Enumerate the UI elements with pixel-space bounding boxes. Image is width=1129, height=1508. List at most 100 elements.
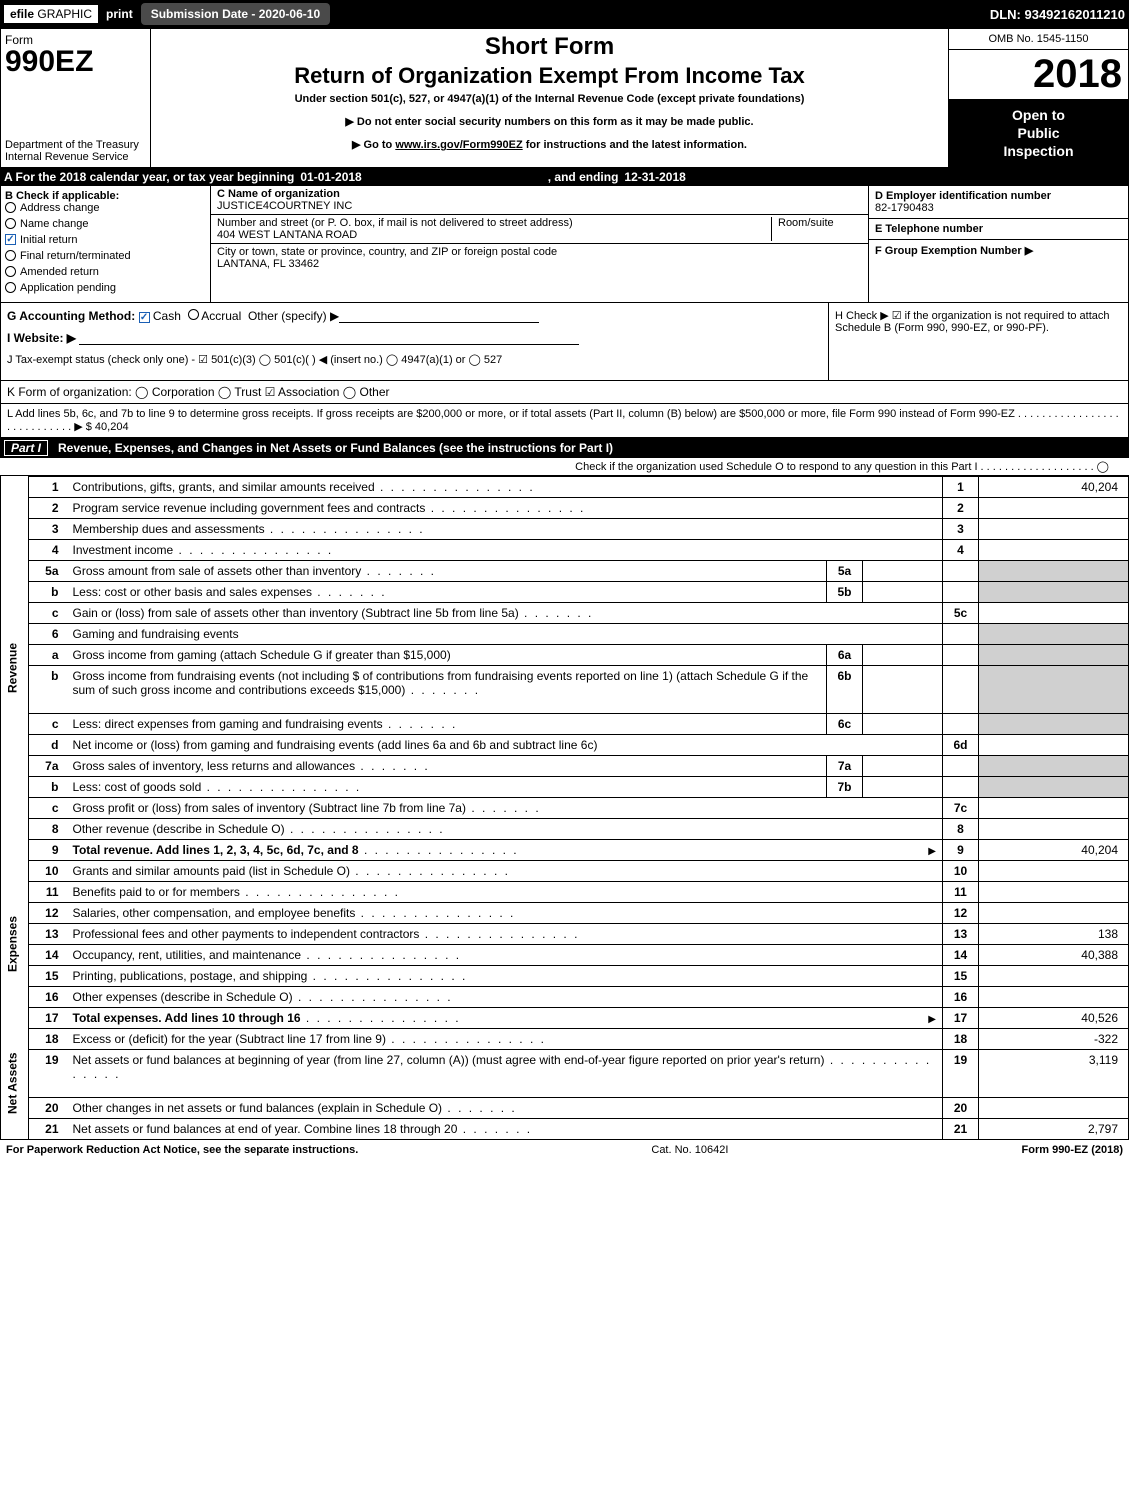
line-description: Benefits paid to or for members [73, 885, 240, 899]
org-name-label: C Name of organization [217, 188, 340, 200]
table-row: 3Membership dues and assessments3 [1, 518, 1129, 539]
inner-line-value [863, 665, 943, 713]
ein-label: D Employer identification number [875, 190, 1122, 202]
other-specify-blank[interactable] [339, 309, 539, 323]
line-description: Professional fees and other payments to … [73, 927, 420, 941]
section-side-netassets: Net Assets [1, 1028, 29, 1139]
right-line-number: 14 [943, 944, 979, 965]
right-line-value: 2,797 [979, 1118, 1129, 1139]
omb-number: OMB No. 1545-1150 [949, 29, 1128, 50]
table-row: 15Printing, publications, postage, and s… [1, 965, 1129, 986]
dln-label: DLN: 93492162011210 [990, 7, 1125, 22]
checkbox[interactable] [5, 266, 16, 277]
checkbox[interactable] [5, 250, 16, 261]
inner-line-value [863, 713, 943, 734]
website-blank[interactable] [79, 331, 579, 345]
form-ref: Form 990-EZ (2018) [1022, 1144, 1123, 1156]
line-description: Gain or (loss) from sale of assets other… [73, 606, 519, 620]
right-line-value [979, 881, 1129, 902]
accrual-radio[interactable] [188, 309, 199, 320]
line-number: 5a [29, 560, 69, 581]
checkbox-label: Initial return [20, 234, 77, 246]
right-line-value [979, 986, 1129, 1007]
line-number: 11 [29, 881, 69, 902]
dept-treasury: Department of the Treasury [5, 139, 146, 151]
table-row: bGross income from fundraising events (n… [1, 665, 1129, 713]
table-row: aGross income from gaming (attach Schedu… [1, 644, 1129, 665]
line-description: Net income or (loss) from gaming and fun… [73, 738, 598, 752]
line-description: Grants and similar amounts paid (list in… [73, 864, 350, 878]
inner-line-number: 7a [827, 755, 863, 776]
right-line-number: 19 [943, 1049, 979, 1097]
line-description: Less: direct expenses from gaming and fu… [73, 717, 383, 731]
table-row: 16Other expenses (describe in Schedule O… [1, 986, 1129, 1007]
line-number: 21 [29, 1118, 69, 1139]
irs-label: Internal Revenue Service [5, 151, 146, 163]
cash-checkbox[interactable] [139, 312, 150, 323]
right-line-value: 138 [979, 923, 1129, 944]
short-form-title: Short Form [161, 33, 938, 61]
line-description: Total expenses. Add lines 10 through 16 [73, 1011, 301, 1025]
line-number: 20 [29, 1097, 69, 1118]
right-line-number: 12 [943, 902, 979, 923]
org-name-value: JUSTICE4COURTNEY INC [217, 200, 862, 212]
checkbox[interactable] [5, 218, 16, 229]
right-val-shade [979, 755, 1129, 776]
right-line-value [979, 539, 1129, 560]
open-to-public: Open to Public Inspection [949, 100, 1128, 167]
right-line-number: 13 [943, 923, 979, 944]
irs-link[interactable]: www.irs.gov/Form990EZ [395, 139, 522, 151]
right-val-shade [979, 623, 1129, 644]
right-line-number: 8 [943, 818, 979, 839]
table-row: 4Investment income4 [1, 539, 1129, 560]
table-row: cLess: direct expenses from gaming and f… [1, 713, 1129, 734]
table-row: 8Other revenue (describe in Schedule O)8 [1, 818, 1129, 839]
addr-label: Number and street (or P. O. box, if mail… [217, 217, 765, 229]
line-description: Gross profit or (loss) from sales of inv… [73, 801, 466, 815]
right-line-value [979, 860, 1129, 881]
table-row: 13 Professional fees and other payments t… [1, 923, 1129, 944]
table-row: 9Total revenue. Add lines 1, 2, 3, 4, 5c… [1, 839, 1129, 860]
inner-line-number: 6c [827, 713, 863, 734]
submission-date: Submission Date - 2020-06-10 [141, 3, 330, 25]
right-line-number: 15 [943, 965, 979, 986]
table-row: Revenue1Contributions, gifts, grants, an… [1, 476, 1129, 497]
print-link[interactable]: print [102, 5, 137, 23]
checkbox[interactable] [5, 282, 16, 293]
form-number: 990EZ [5, 47, 146, 77]
box-b: B Check if applicable: Address changeNam… [1, 186, 211, 302]
right-line-value: 40,204 [979, 839, 1129, 860]
table-row: 2Program service revenue including gover… [1, 497, 1129, 518]
line-number: 8 [29, 818, 69, 839]
line-description: Other changes in net assets or fund bala… [73, 1101, 443, 1115]
right-line-value [979, 965, 1129, 986]
right-val-shade [979, 776, 1129, 797]
line-number: 12 [29, 902, 69, 923]
checkbox[interactable] [5, 202, 16, 213]
paperwork-notice: For Paperwork Reduction Act Notice, see … [6, 1144, 358, 1156]
right-line-number: 16 [943, 986, 979, 1007]
page-footer: For Paperwork Reduction Act Notice, see … [0, 1140, 1129, 1160]
right-line-number: 1 [943, 476, 979, 497]
ein-value: 82-1790483 [875, 202, 1122, 214]
right-line-number: 4 [943, 539, 979, 560]
section-side-revenue: Revenue [1, 476, 29, 860]
line-description: Contributions, gifts, grants, and simila… [73, 480, 375, 494]
line-g: G Accounting Method: Cash Accrual Other … [7, 309, 822, 323]
right-line-value: 3,119 [979, 1049, 1129, 1097]
room-suite-label: Room/suite [772, 217, 862, 241]
right-num-shade [943, 560, 979, 581]
table-row: 21Net assets or fund balances at end of … [1, 1118, 1129, 1139]
right-line-value: 40,388 [979, 944, 1129, 965]
right-line-number: 11 [943, 881, 979, 902]
line-description: Investment income [73, 543, 174, 557]
box-b-title: B Check if applicable: [5, 190, 206, 202]
line-description: Gross sales of inventory, less returns a… [73, 759, 356, 773]
checkbox-label: Amended return [20, 266, 99, 278]
table-row: cGain or (loss) from sale of assets othe… [1, 602, 1129, 623]
box-c: C Name of organization JUSTICE4COURTNEY … [211, 186, 868, 302]
city-label: City or town, state or province, country… [217, 246, 862, 258]
checkbox[interactable] [5, 234, 16, 245]
right-line-value [979, 497, 1129, 518]
table-row: 20 Other changes in net assets or fund ba… [1, 1097, 1129, 1118]
